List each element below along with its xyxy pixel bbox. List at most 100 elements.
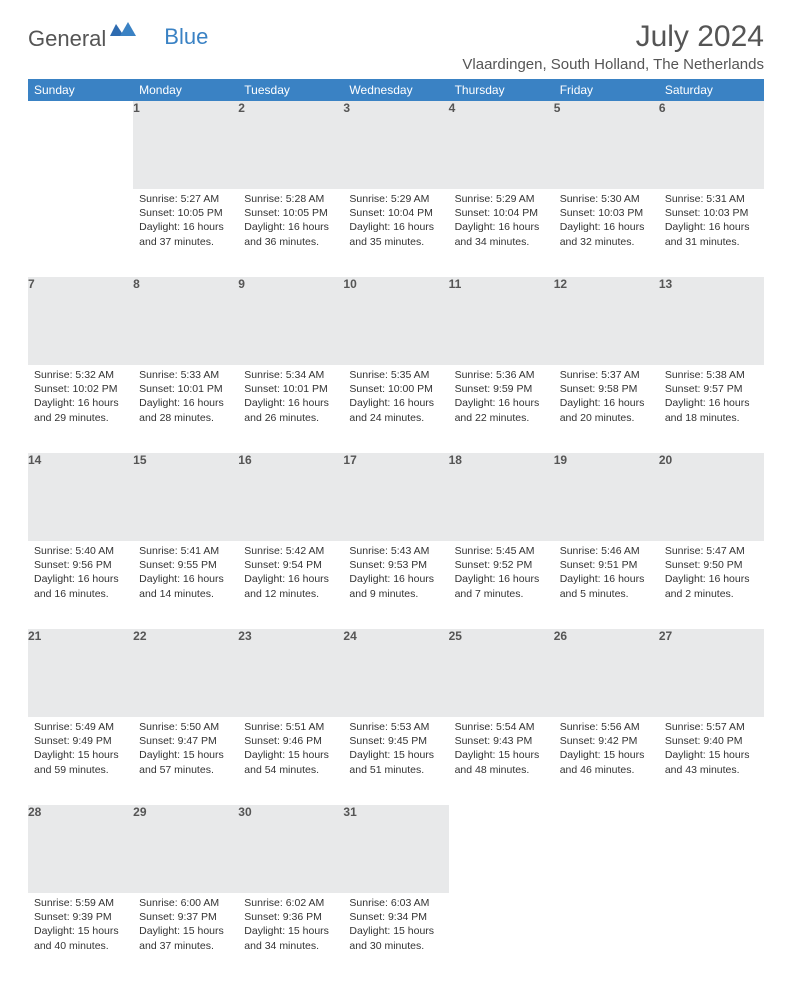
empty-day-cell [554,893,659,963]
daylight-line: Daylight: 16 hours and 34 minutes. [455,220,548,248]
day-cell: Sunrise: 5:46 AMSunset: 9:51 PMDaylight:… [554,541,659,611]
day-number: 30 [238,805,343,893]
daylight-line: Daylight: 16 hours and 26 minutes. [244,396,337,424]
sunrise-line: Sunrise: 5:57 AM [665,720,758,734]
sunset-line: Sunset: 9:39 PM [34,910,127,924]
month-title: July 2024 [462,20,764,54]
day-cell: Sunrise: 5:32 AMSunset: 10:02 PMDaylight… [28,365,133,435]
daylight-line: Daylight: 16 hours and 18 minutes. [665,396,758,424]
daylight-line: Daylight: 15 hours and 57 minutes. [139,748,232,776]
logo-text-2: Blue [164,24,208,50]
daylight-line: Daylight: 16 hours and 16 minutes. [34,572,127,600]
daylight-line: Daylight: 16 hours and 14 minutes. [139,572,232,600]
daylight-line: Daylight: 16 hours and 36 minutes. [244,220,337,248]
day-number: 2 [238,101,343,189]
day-cell: Sunrise: 5:40 AMSunset: 9:56 PMDaylight:… [28,541,133,611]
sunset-line: Sunset: 9:53 PM [349,558,442,572]
sunrise-line: Sunrise: 5:31 AM [665,192,758,206]
daynum-row: 78910111213 [28,277,764,365]
empty-day-number [659,805,764,893]
sunset-line: Sunset: 9:42 PM [560,734,653,748]
sunset-line: Sunset: 10:05 PM [139,206,232,220]
day-number: 23 [238,629,343,717]
sunset-line: Sunset: 10:01 PM [244,382,337,396]
logo-text-1: General [28,26,106,52]
sunrise-line: Sunrise: 5:41 AM [139,544,232,558]
daylight-line: Daylight: 16 hours and 37 minutes. [139,220,232,248]
sunset-line: Sunset: 9:51 PM [560,558,653,572]
day-cell: Sunrise: 5:29 AMSunset: 10:04 PMDaylight… [343,189,448,259]
day-cell: Sunrise: 5:34 AMSunset: 10:01 PMDaylight… [238,365,343,435]
daylight-line: Daylight: 15 hours and 34 minutes. [244,924,337,952]
sunrise-line: Sunrise: 5:28 AM [244,192,337,206]
daylight-line: Daylight: 15 hours and 59 minutes. [34,748,127,776]
day-number: 3 [343,101,448,189]
logo: General Blue [28,20,208,52]
day-number: 15 [133,453,238,541]
sunrise-line: Sunrise: 5:33 AM [139,368,232,382]
day-cell: Sunrise: 5:36 AMSunset: 9:59 PMDaylight:… [449,365,554,435]
daylight-line: Daylight: 16 hours and 22 minutes. [455,396,548,424]
sunrise-line: Sunrise: 5:49 AM [34,720,127,734]
empty-day-cell [659,893,764,963]
day-number: 18 [449,453,554,541]
weekday-header: Wednesday [343,79,448,101]
sunrise-line: Sunrise: 5:35 AM [349,368,442,382]
daylight-line: Daylight: 15 hours and 37 minutes. [139,924,232,952]
sunset-line: Sunset: 9:54 PM [244,558,337,572]
sunset-line: Sunset: 9:40 PM [665,734,758,748]
sunrise-line: Sunrise: 5:42 AM [244,544,337,558]
calendar-body: 123456Sunrise: 5:27 AMSunset: 10:05 PMDa… [28,101,764,981]
logo-flag-icon [110,20,136,46]
sunrise-line: Sunrise: 5:47 AM [665,544,758,558]
day-cell: Sunrise: 5:31 AMSunset: 10:03 PMDaylight… [659,189,764,259]
daylight-line: Daylight: 16 hours and 12 minutes. [244,572,337,600]
empty-day-cell [28,189,133,259]
day-cell: Sunrise: 5:35 AMSunset: 10:00 PMDaylight… [343,365,448,435]
weekday-header: Thursday [449,79,554,101]
day-number: 17 [343,453,448,541]
empty-day-number [554,805,659,893]
sunrise-line: Sunrise: 5:56 AM [560,720,653,734]
sunrise-line: Sunrise: 6:00 AM [139,896,232,910]
day-number: 6 [659,101,764,189]
day-cell: Sunrise: 6:00 AMSunset: 9:37 PMDaylight:… [133,893,238,963]
sunset-line: Sunset: 10:05 PM [244,206,337,220]
day-cell: Sunrise: 5:28 AMSunset: 10:05 PMDaylight… [238,189,343,259]
day-number: 21 [28,629,133,717]
daylight-line: Daylight: 15 hours and 54 minutes. [244,748,337,776]
day-number: 7 [28,277,133,365]
day-cell: Sunrise: 5:54 AMSunset: 9:43 PMDaylight:… [449,717,554,787]
day-number: 24 [343,629,448,717]
day-number: 12 [554,277,659,365]
weekday-header: Monday [133,79,238,101]
day-number: 4 [449,101,554,189]
sunrise-line: Sunrise: 5:37 AM [560,368,653,382]
daynum-row: 21222324252627 [28,629,764,717]
day-cell: Sunrise: 5:27 AMSunset: 10:05 PMDaylight… [133,189,238,259]
daylight-line: Daylight: 16 hours and 35 minutes. [349,220,442,248]
sunset-line: Sunset: 9:47 PM [139,734,232,748]
sunset-line: Sunset: 9:49 PM [34,734,127,748]
sunset-line: Sunset: 9:50 PM [665,558,758,572]
day-cell: Sunrise: 5:33 AMSunset: 10:01 PMDaylight… [133,365,238,435]
day-cell: Sunrise: 5:38 AMSunset: 9:57 PMDaylight:… [659,365,764,435]
calendar-page: General Blue July 2024 Vlaardingen, Sout… [0,0,792,981]
daynum-row: 28293031 [28,805,764,893]
day-cell: Sunrise: 5:47 AMSunset: 9:50 PMDaylight:… [659,541,764,611]
sunrise-line: Sunrise: 5:53 AM [349,720,442,734]
day-number: 11 [449,277,554,365]
sunset-line: Sunset: 10:02 PM [34,382,127,396]
day-cell: Sunrise: 5:43 AMSunset: 9:53 PMDaylight:… [343,541,448,611]
sunrise-line: Sunrise: 5:54 AM [455,720,548,734]
daylight-line: Daylight: 16 hours and 28 minutes. [139,396,232,424]
day-number: 31 [343,805,448,893]
sunset-line: Sunset: 9:45 PM [349,734,442,748]
sunrise-line: Sunrise: 5:50 AM [139,720,232,734]
sunset-line: Sunset: 9:34 PM [349,910,442,924]
location-text: Vlaardingen, South Holland, The Netherla… [462,56,764,73]
day-cell: Sunrise: 5:37 AMSunset: 9:58 PMDaylight:… [554,365,659,435]
daylight-line: Daylight: 15 hours and 40 minutes. [34,924,127,952]
sunset-line: Sunset: 9:36 PM [244,910,337,924]
sunset-line: Sunset: 10:04 PM [455,206,548,220]
